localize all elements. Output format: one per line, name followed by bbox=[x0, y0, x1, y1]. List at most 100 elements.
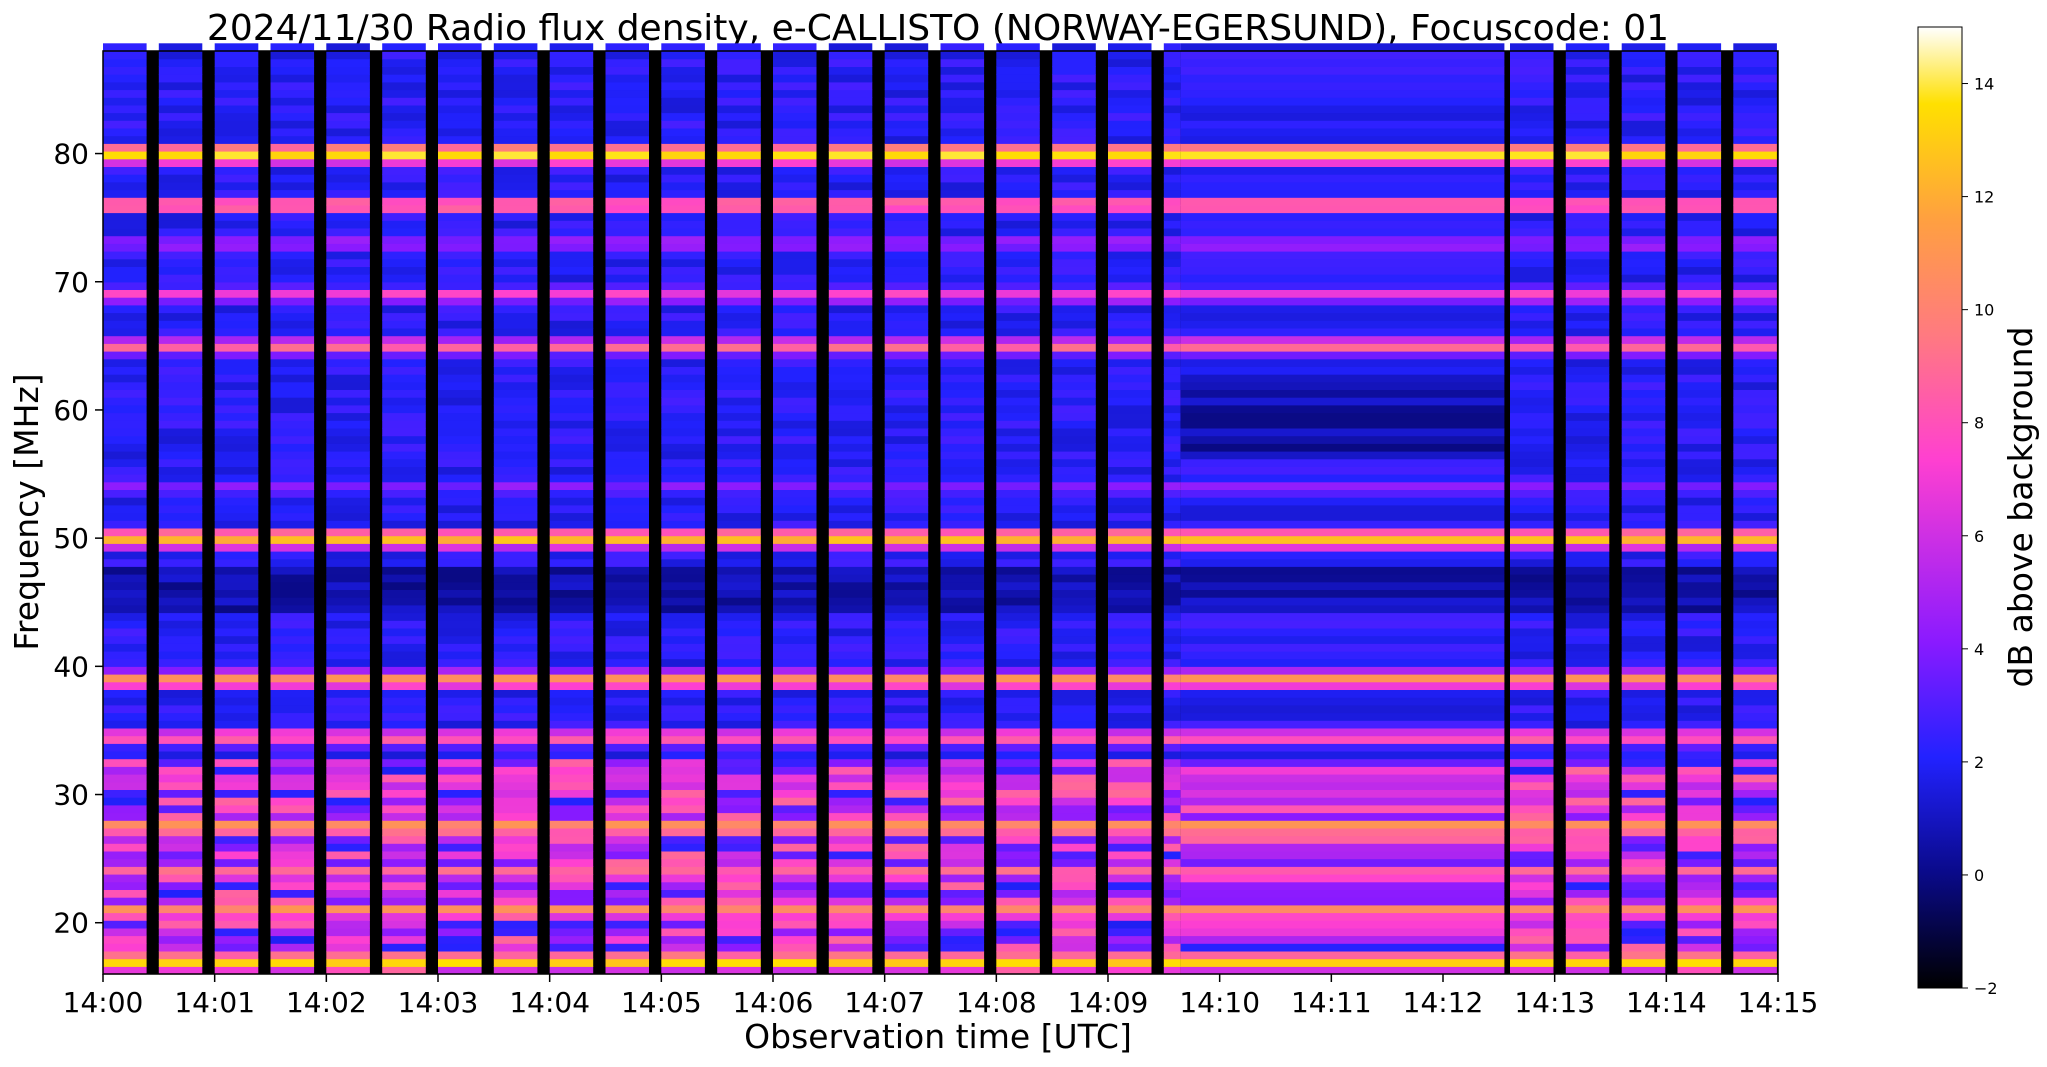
spectrogram-cell bbox=[884, 897, 929, 906]
spectrogram-cell bbox=[326, 735, 370, 744]
spectrogram-cell bbox=[1108, 204, 1152, 214]
spectrogram-cell bbox=[382, 435, 426, 444]
spectrogram-cell bbox=[1180, 89, 1505, 98]
spectrogram-cell bbox=[1621, 612, 1666, 621]
spectrogram-cell bbox=[438, 789, 482, 798]
spectrogram-cell bbox=[158, 912, 203, 921]
spectrogram-cell bbox=[1163, 704, 1181, 714]
spectrogram-cell bbox=[493, 950, 538, 960]
spectrogram-cell bbox=[717, 881, 761, 890]
spectrogram-cell bbox=[1108, 481, 1152, 490]
spectrogram-cell bbox=[1163, 750, 1181, 760]
spectrogram-cell bbox=[1733, 474, 1777, 483]
spectrogram-cell bbox=[270, 620, 315, 629]
spectrogram-cell bbox=[940, 558, 985, 567]
spectrogram-cell bbox=[1108, 389, 1152, 398]
spectrogram-cell bbox=[773, 274, 817, 283]
spectrogram-cell bbox=[438, 466, 482, 475]
spectrogram-cell bbox=[828, 51, 873, 60]
spectrogram-cell bbox=[1052, 958, 1096, 967]
spectrogram-cell bbox=[1621, 74, 1666, 83]
spectrogram-cell bbox=[103, 320, 147, 329]
spectrogram-cell bbox=[549, 266, 594, 275]
spectrogram-cell bbox=[884, 881, 929, 890]
spectrogram-cell bbox=[158, 743, 203, 752]
spectrogram-cell bbox=[270, 381, 315, 390]
spectrogram-cell bbox=[828, 397, 873, 406]
spectrogram-cell bbox=[214, 74, 259, 83]
spectrogram-cell bbox=[270, 635, 315, 644]
spectrogram-cell bbox=[1677, 481, 1722, 490]
spectrogram-cell bbox=[717, 181, 761, 191]
spectrogram-cell bbox=[996, 397, 1040, 406]
spectrogram-cell bbox=[996, 104, 1040, 114]
spectrogram-cell bbox=[1180, 374, 1505, 383]
spectrogram-cell bbox=[1108, 158, 1152, 167]
spectrogram-cell bbox=[1677, 666, 1722, 675]
spectrogram-cell bbox=[382, 551, 426, 560]
spectrogram-cell bbox=[773, 843, 817, 852]
spectrogram-cell bbox=[884, 943, 929, 952]
spectrogram-cell bbox=[1163, 81, 1181, 91]
spectrogram-cell bbox=[158, 481, 203, 490]
spectrogram-cell bbox=[884, 927, 929, 937]
spectrogram-cell bbox=[1052, 774, 1096, 783]
spectrogram-cell bbox=[1565, 666, 1610, 675]
spectrogram-cell bbox=[382, 966, 426, 975]
spectrogram-cell bbox=[996, 774, 1040, 783]
spectrogram-cell bbox=[717, 643, 761, 652]
spectrogram-cell bbox=[382, 935, 426, 944]
spectrogram-cell bbox=[940, 81, 985, 91]
spectrogram-cell bbox=[661, 181, 705, 191]
spectrogram-cell bbox=[996, 750, 1040, 760]
spectrogram-cell bbox=[773, 535, 817, 544]
spectrogram-cell bbox=[493, 89, 538, 98]
spectrogram-cell bbox=[828, 104, 873, 114]
spectrogram-cell bbox=[1510, 351, 1554, 360]
spectrogram-cell bbox=[382, 674, 426, 683]
spectrogram-cell bbox=[1565, 658, 1610, 667]
spectrogram-cell bbox=[214, 374, 259, 383]
spectrogram-cell bbox=[717, 112, 761, 121]
spectrogram-cell bbox=[1565, 889, 1610, 898]
spectrogram-cell bbox=[103, 704, 147, 714]
spectrogram-cell bbox=[438, 866, 482, 875]
spectrogram-cell bbox=[940, 904, 985, 914]
spectrogram-cell bbox=[1565, 127, 1610, 137]
spectrogram-cell bbox=[605, 312, 649, 321]
spectrogram-cell bbox=[884, 335, 929, 344]
spectrogram-cell bbox=[270, 258, 315, 267]
spectrogram-cell bbox=[1510, 251, 1554, 260]
spectrogram-cell bbox=[773, 120, 817, 129]
spectrogram-cell bbox=[940, 627, 985, 637]
spectrogram-cell bbox=[158, 343, 203, 352]
spectrogram-cell bbox=[158, 850, 203, 860]
spectrogram-cell bbox=[940, 966, 985, 975]
spectrogram-cell bbox=[549, 381, 594, 390]
spectrogram-cell bbox=[773, 412, 817, 421]
spectrogram-cell bbox=[1180, 643, 1505, 652]
spectrogram-cell bbox=[1180, 758, 1505, 767]
spectrogram-cell bbox=[1108, 443, 1152, 452]
sweep-segment bbox=[996, 43, 1040, 975]
spectrogram-cell bbox=[1621, 643, 1666, 652]
spectrogram-cell bbox=[605, 404, 649, 414]
spectrogram-cell bbox=[1510, 366, 1554, 375]
spectrogram-cell bbox=[884, 466, 929, 475]
spectrogram-cell bbox=[605, 935, 649, 944]
spectrogram-cell bbox=[717, 512, 761, 521]
spectrogram-cell bbox=[438, 204, 482, 214]
spectrogram-cell bbox=[103, 558, 147, 567]
spectrogram-cell bbox=[1108, 658, 1152, 667]
spectrogram-cell bbox=[773, 304, 817, 314]
spectrogram-cell bbox=[717, 381, 761, 390]
spectrogram-cell bbox=[1180, 766, 1505, 775]
spectrogram-cell bbox=[103, 204, 147, 214]
spectrogram-cell bbox=[1677, 274, 1722, 283]
spectrogram-cell bbox=[996, 74, 1040, 83]
spectrogram-cell bbox=[382, 143, 426, 152]
spectrogram-cell bbox=[773, 404, 817, 414]
spectrogram-cell bbox=[661, 266, 705, 275]
spectrogram-cell bbox=[1108, 181, 1152, 191]
spectrogram-cell bbox=[605, 504, 649, 514]
